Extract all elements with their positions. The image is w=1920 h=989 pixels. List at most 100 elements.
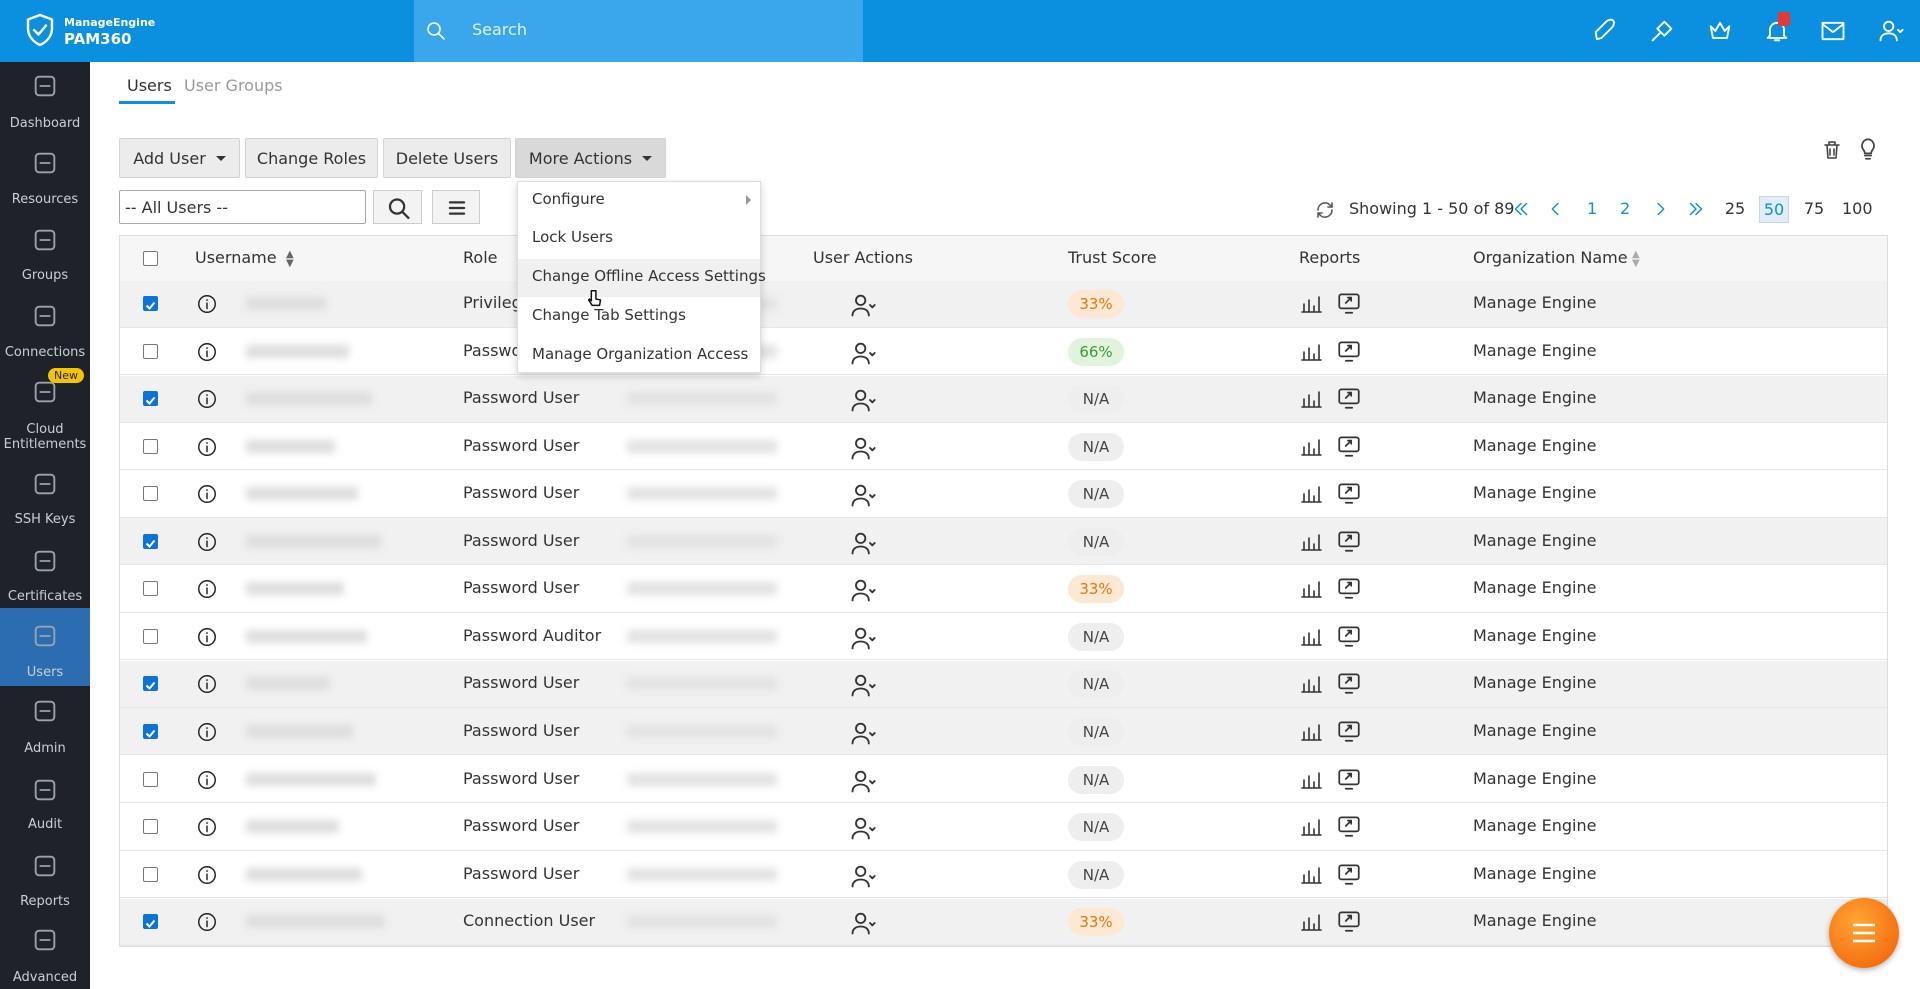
sidebar-icon[interactable] (31, 622, 59, 650)
report-view[interactable] (1336, 766, 1362, 792)
report-view[interactable] (1336, 813, 1362, 839)
toolbar-button[interactable]: More Actions (515, 138, 666, 178)
header-icon[interactable] (1877, 17, 1905, 45)
row-checkbox[interactable] (143, 866, 158, 882)
sidebar-label[interactable]: Audit (27, 817, 63, 832)
tab[interactable]: User Groups (184, 76, 283, 95)
user-action[interactable] (849, 671, 877, 699)
user-action[interactable] (849, 481, 877, 509)
report-view[interactable] (1336, 670, 1362, 696)
sidebar-label[interactable]: SSH Keys (14, 512, 76, 527)
refresh[interactable] (1313, 198, 1337, 222)
header-icon[interactable] (1591, 17, 1619, 45)
report-chart[interactable] (1299, 387, 1323, 411)
report-chart[interactable] (1299, 672, 1323, 696)
row-checkbox[interactable] (143, 676, 158, 692)
report-chart[interactable] (1299, 625, 1323, 649)
sidebar-icon[interactable] (31, 852, 59, 880)
tab[interactable]: Users (127, 76, 172, 95)
report-view[interactable] (1336, 718, 1362, 744)
page-size[interactable]: 50 (1759, 196, 1789, 223)
column-header[interactable]: Trust Score (1068, 248, 1157, 267)
column-header[interactable]: User Actions (813, 248, 913, 267)
report-chart[interactable] (1299, 577, 1323, 601)
sidebar-label[interactable]: Connections (4, 345, 86, 360)
report-chart[interactable] (1299, 530, 1323, 554)
row-checkbox[interactable] (143, 581, 158, 597)
sidebar-icon[interactable] (31, 547, 59, 575)
sidebar-icon[interactable] (31, 378, 59, 406)
user-action[interactable] (849, 862, 877, 890)
user-action[interactable] (849, 529, 877, 557)
report-chart[interactable] (1299, 292, 1323, 316)
sidebar-icon[interactable] (31, 302, 59, 330)
sidebar-icon[interactable] (31, 697, 59, 725)
user-action[interactable] (849, 719, 877, 747)
user-action[interactable] (849, 767, 877, 795)
report-view[interactable] (1336, 528, 1362, 554)
search-box[interactable] (414, 0, 863, 62)
info-icon[interactable] (196, 531, 218, 553)
prev-page[interactable] (1545, 198, 1567, 220)
select-all[interactable] (143, 251, 158, 266)
report-chart[interactable] (1299, 720, 1323, 744)
filter-select[interactable]: -- All Users -- (119, 190, 366, 224)
row-checkbox[interactable] (143, 914, 158, 930)
sidebar-label[interactable]: Cloud Entitlements (3, 422, 87, 452)
page-link[interactable]: 2 (1620, 199, 1631, 218)
toolbar-button[interactable]: Delete Users (383, 138, 511, 178)
toolbar-button[interactable]: Add User (119, 138, 240, 178)
page-size[interactable]: 100 (1842, 199, 1873, 218)
column-header[interactable]: Reports (1299, 248, 1361, 267)
sidebar-label[interactable]: Admin (24, 741, 66, 756)
info-icon[interactable] (196, 578, 218, 600)
info-icon[interactable] (196, 483, 218, 505)
user-action[interactable] (849, 434, 877, 462)
report-chart[interactable] (1299, 435, 1323, 459)
header-icon[interactable] (1819, 17, 1847, 45)
header-icon[interactable] (1648, 17, 1676, 45)
sidebar-label[interactable]: Groups (21, 268, 69, 283)
column-header[interactable]: Role (463, 248, 498, 267)
sidebar-label[interactable]: Reports (20, 894, 70, 909)
page-size[interactable]: 75 (1803, 199, 1825, 218)
sidebar-icon[interactable] (31, 72, 59, 100)
report-chart[interactable] (1299, 482, 1323, 506)
menu-item[interactable]: Manage Organization Access (532, 345, 749, 363)
header-icon[interactable] (1706, 17, 1734, 45)
info-icon[interactable] (196, 673, 218, 695)
page-link[interactable]: 1 (1587, 199, 1598, 218)
toolbar-button[interactable]: Change Roles (245, 138, 378, 178)
sidebar-icon[interactable] (31, 926, 59, 954)
column-header[interactable]: Organization Name (1473, 248, 1628, 267)
menu-item[interactable]: Lock Users (532, 228, 613, 246)
report-view[interactable] (1336, 433, 1362, 459)
user-action[interactable] (849, 386, 877, 414)
report-chart[interactable] (1299, 863, 1323, 887)
info-icon[interactable] (196, 341, 218, 363)
first-page[interactable] (1510, 198, 1532, 220)
sidebar-icon[interactable] (31, 226, 59, 254)
report-view[interactable] (1336, 623, 1362, 649)
user-action[interactable] (849, 814, 877, 842)
column-header[interactable]: Username (195, 248, 277, 267)
row-checkbox[interactable] (143, 819, 158, 835)
info-icon[interactable] (196, 293, 218, 315)
info-icon[interactable] (196, 816, 218, 838)
list-button[interactable] (432, 190, 480, 224)
menu-item[interactable]: Configure (532, 190, 605, 208)
sidebar-icon[interactable] (31, 776, 59, 804)
user-action[interactable] (849, 576, 877, 604)
user-action[interactable] (849, 624, 877, 652)
info-icon[interactable] (196, 769, 218, 791)
report-view[interactable] (1336, 385, 1362, 411)
row-checkbox[interactable] (143, 533, 158, 549)
trash-icon[interactable] (1820, 138, 1844, 162)
report-view[interactable] (1336, 338, 1362, 364)
row-checkbox[interactable] (143, 343, 158, 359)
info-icon[interactable] (196, 436, 218, 458)
report-view[interactable] (1336, 480, 1362, 506)
report-chart[interactable] (1299, 910, 1323, 934)
row-checkbox[interactable] (143, 628, 158, 644)
row-checkbox[interactable] (143, 723, 158, 739)
